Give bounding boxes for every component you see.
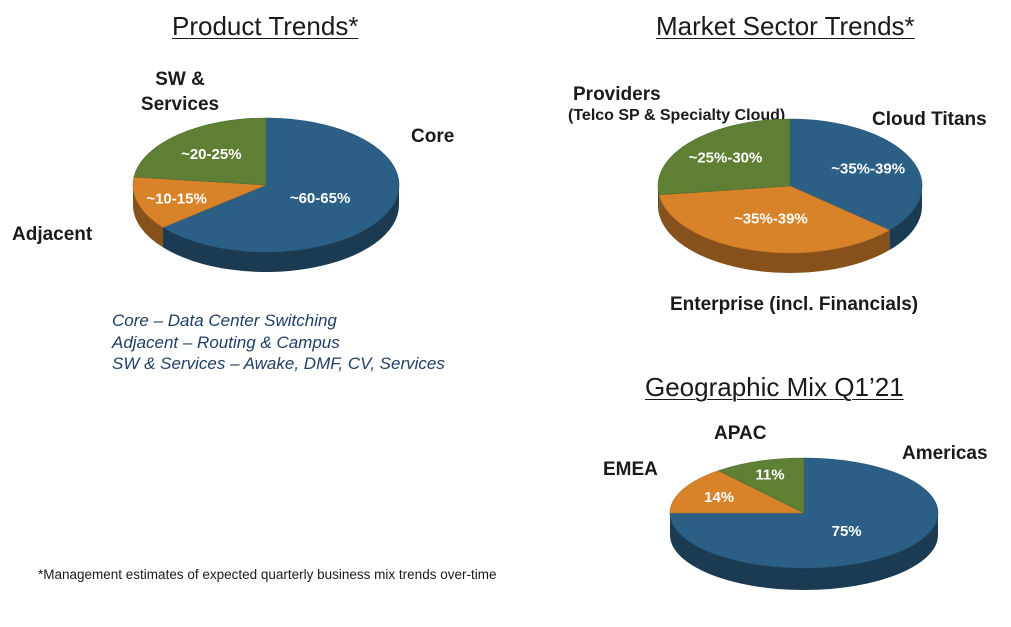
geo-slice-2 xyxy=(717,457,805,514)
market-value-label-0: ~35%-39% xyxy=(831,160,905,177)
market-side-0 xyxy=(889,186,922,251)
product-note-core: Core – Data Center Switching xyxy=(112,311,337,330)
market-side-1 xyxy=(659,194,890,274)
geo-value-label-0: 75% xyxy=(832,523,862,540)
geo-label-apac: APAC xyxy=(714,423,767,444)
market-value-label-2: ~25%-30% xyxy=(689,150,763,167)
product-note-sw-services: SW & Services – Awake, DMF, CV, Services xyxy=(112,354,445,373)
geo-label-emea: EMEA xyxy=(603,459,658,480)
product-note-adjacent: Adjacent – Routing & Campus xyxy=(112,332,340,352)
product-side-0 xyxy=(162,185,399,272)
market-slice-1 xyxy=(658,185,890,254)
product-slice-2 xyxy=(133,117,267,186)
footnote: *Management estimates of expected quarte… xyxy=(38,567,497,582)
market-slice-0 xyxy=(789,118,923,231)
geo-value-label-1: 14% xyxy=(704,489,734,506)
product-label-adjacent: Adjacent xyxy=(12,224,93,245)
market-label-enterprise: Enterprise (incl. Financials) xyxy=(670,294,919,315)
market-label-providers: Providers xyxy=(573,84,661,105)
market-side-2 xyxy=(658,186,660,215)
product-value-label-2: ~20-25% xyxy=(181,146,241,163)
geographic-mix-title: Geographic Mix Q1’21 xyxy=(645,372,904,402)
market-label-providers-sub: (Telco SP & Specialty Cloud) xyxy=(568,107,786,124)
product-label-sw-services: SW & Services xyxy=(138,67,222,117)
market-slice-2 xyxy=(657,118,791,196)
market-label-cloud-titans: Cloud Titans xyxy=(872,109,987,130)
product-label-sw-services-text: SW & Services xyxy=(140,69,220,115)
geo-value-label-2: 11% xyxy=(755,466,784,483)
product-slice-1 xyxy=(132,176,267,228)
product-value-label-1: ~10-15% xyxy=(146,190,206,207)
market-sector-trends-title: Market Sector Trends* xyxy=(656,11,915,41)
product-slice-0 xyxy=(162,117,400,253)
geo-slice-1 xyxy=(669,470,805,514)
geo-side-0 xyxy=(670,513,938,590)
product-label-core: Core xyxy=(411,126,455,147)
market-value-label-1: ~35%-39% xyxy=(734,210,808,227)
product-value-label-0: ~60-65% xyxy=(290,190,350,207)
product-notes: Core – Data Center Switching Adjacent – … xyxy=(112,310,445,375)
product-trends-title: Product Trends* xyxy=(172,11,359,41)
geo-label-americas: Americas xyxy=(902,443,988,464)
